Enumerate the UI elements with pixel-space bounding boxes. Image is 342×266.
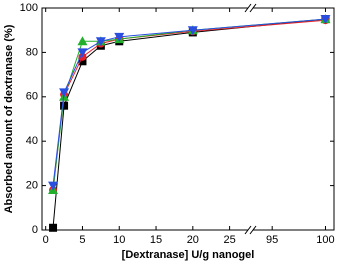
x-tick-label: 10 — [113, 234, 125, 246]
marker — [49, 223, 58, 232]
marker — [95, 37, 106, 47]
y-axis-title: Absorbed amount of dextranase (%) — [3, 24, 15, 213]
axis-break — [249, 225, 257, 235]
x-tick-label: 0 — [43, 234, 49, 246]
axis-break — [244, 225, 252, 235]
y-tick-label: 100 — [20, 2, 38, 14]
x-tick-label: 25 — [223, 234, 235, 246]
y-tick-label: 20 — [26, 180, 38, 192]
y-tick-label: 40 — [26, 135, 38, 147]
x-tick-label: 20 — [187, 234, 199, 246]
marker — [60, 101, 69, 110]
marker — [187, 26, 198, 36]
y-tick-label: 60 — [26, 91, 38, 103]
marker — [77, 48, 88, 58]
marker — [320, 15, 331, 25]
x-tick-label: 15 — [150, 234, 162, 246]
y-tick-label: 80 — [26, 46, 38, 58]
x-tick-label: 100 — [316, 234, 334, 246]
axis-break — [249, 3, 257, 13]
marker — [78, 57, 87, 66]
series-line — [52, 18, 326, 191]
marker — [59, 88, 70, 98]
y-tick-label: 0 — [32, 224, 38, 236]
marker — [48, 181, 59, 191]
x-axis-title: [Dextranase] U/g nanogel — [122, 249, 255, 261]
series-line — [52, 18, 326, 186]
marker — [77, 36, 88, 46]
axis-frame — [41, 7, 335, 231]
x-tick-label: 95 — [266, 234, 278, 246]
x-tick-label: 5 — [79, 234, 85, 246]
series-line — [52, 18, 326, 228]
axis-break — [244, 3, 252, 13]
marker — [114, 32, 125, 42]
